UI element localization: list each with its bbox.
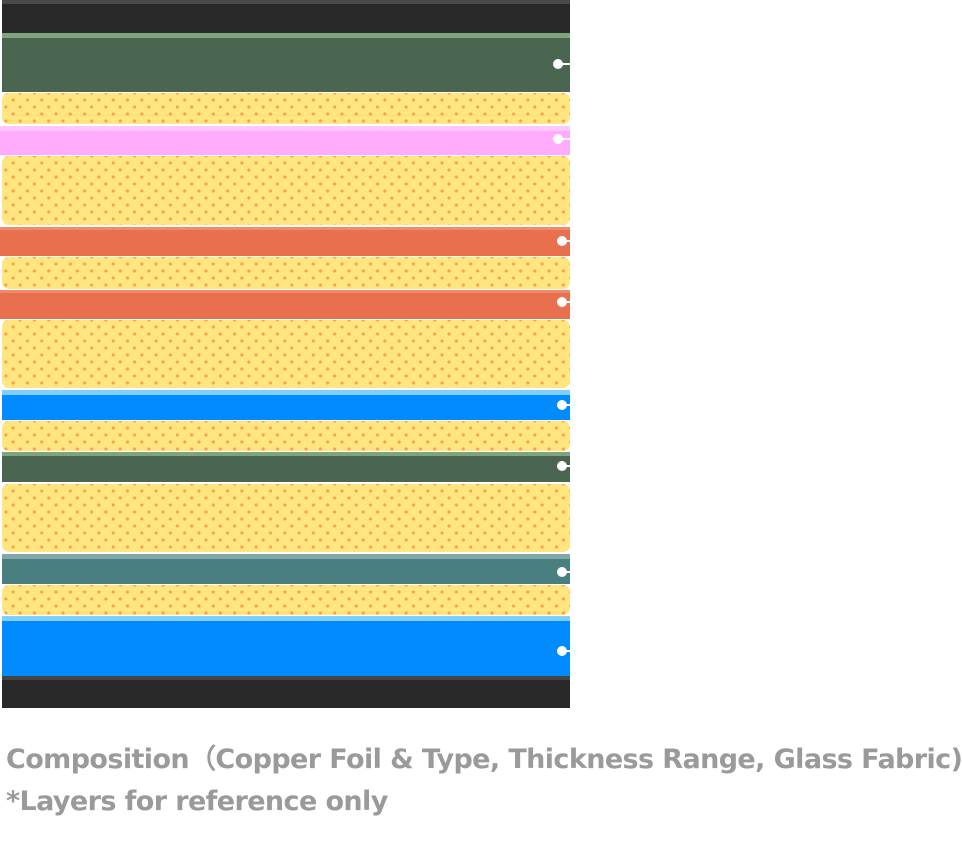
layer-prepreg bbox=[2, 320, 570, 388]
marker-dot bbox=[557, 236, 567, 246]
layer-bottom-black bbox=[2, 676, 570, 708]
layer-copper-blue bbox=[2, 616, 570, 676]
layer-prepreg bbox=[2, 585, 570, 615]
layer-copper-green bbox=[2, 33, 570, 92]
marker-dot bbox=[557, 567, 567, 577]
marker-dot bbox=[553, 134, 563, 144]
leader-line bbox=[563, 404, 570, 406]
leader-line bbox=[563, 650, 570, 652]
layer-copper-orange bbox=[0, 290, 570, 319]
leader-line bbox=[563, 301, 570, 303]
leader-line bbox=[560, 63, 570, 65]
leader-line bbox=[563, 240, 570, 242]
leader-line bbox=[563, 571, 570, 573]
layer-stack bbox=[0, 0, 570, 708]
reference-note: *Layers for reference only bbox=[6, 786, 388, 817]
layer-top-black bbox=[2, 0, 570, 33]
marker-dot bbox=[557, 400, 567, 410]
marker-dot bbox=[557, 297, 567, 307]
layer-prepreg bbox=[2, 257, 570, 289]
layer-copper-green bbox=[2, 452, 570, 482]
marker-dot bbox=[557, 646, 567, 656]
marker-dot bbox=[553, 59, 563, 69]
leader-line bbox=[560, 138, 570, 140]
leader-line bbox=[563, 465, 570, 467]
layer-copper-teal bbox=[2, 554, 570, 584]
layer-copper-pink bbox=[0, 126, 570, 155]
marker-dot bbox=[557, 461, 567, 471]
layer-prepreg bbox=[2, 484, 570, 552]
layer-prepreg bbox=[2, 156, 570, 225]
layer-prepreg bbox=[2, 93, 570, 124]
layer-prepreg bbox=[2, 421, 570, 451]
composition-caption: Composition（Copper Foil & Type, Thicknes… bbox=[6, 744, 962, 775]
layer-copper-blue bbox=[2, 390, 570, 420]
layer-copper-orange bbox=[0, 227, 570, 256]
